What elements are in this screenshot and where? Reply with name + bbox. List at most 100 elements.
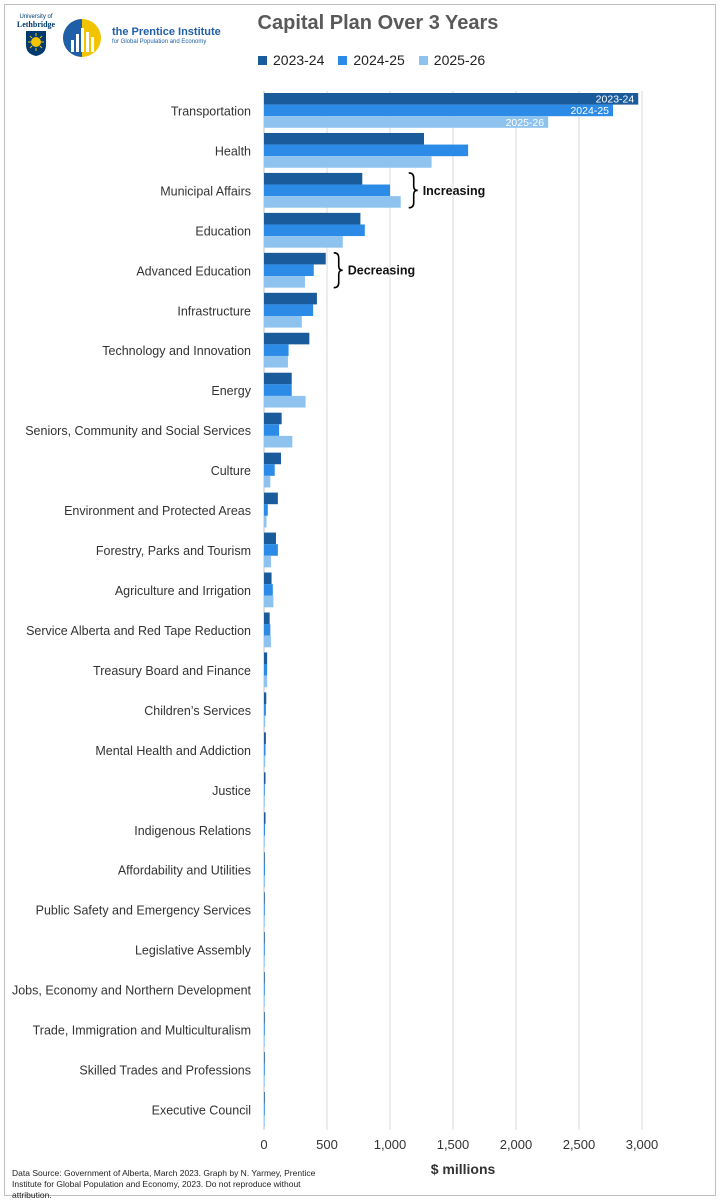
bar: [264, 983, 265, 996]
bar: [264, 892, 265, 904]
bar: [264, 715, 266, 728]
legend-item-2025-26: 2025-26: [418, 52, 486, 68]
category-label: Energy: [211, 384, 251, 398]
bar: [264, 515, 267, 528]
bar: [264, 475, 271, 488]
bar: [264, 492, 278, 505]
bar: [264, 732, 266, 744]
annotation-label: Increasing: [423, 184, 486, 198]
bar: [264, 995, 265, 1007]
bar: [264, 783, 265, 796]
bar: [264, 1092, 265, 1104]
bar: [264, 104, 614, 117]
x-tick-label: 1,000: [374, 1137, 407, 1152]
bar: [264, 212, 361, 225]
category-label: Public Safety and Emergency Services: [36, 904, 251, 918]
category-label: Legislative Assembly: [135, 944, 252, 958]
bar: [264, 595, 274, 608]
bar: [264, 1103, 265, 1116]
bar: [264, 612, 270, 625]
bar: [264, 1115, 265, 1127]
x-tick-label: 2,000: [500, 1137, 533, 1152]
bar: [264, 464, 275, 476]
bar: [264, 316, 302, 328]
category-label: Affordability and Utilities: [118, 864, 251, 878]
bar: [264, 972, 265, 984]
bar: [264, 236, 343, 248]
category-label: Mental Health and Addiction: [95, 744, 251, 758]
annotation-brace: [408, 172, 418, 209]
bar: [264, 652, 268, 665]
bar: [264, 903, 265, 916]
legend-item-2023-24: 2023-24: [258, 52, 324, 68]
bar: [264, 424, 280, 436]
bar: [264, 332, 310, 345]
category-label: Advanced Education: [136, 264, 251, 278]
prentice-name: the Prentice Institute: [112, 26, 221, 38]
category-label: Children’s Services: [144, 704, 251, 718]
category-label: Executive Council: [152, 1103, 251, 1117]
bar: [264, 823, 266, 836]
category-label: Skilled Trades and Professions: [79, 1064, 251, 1078]
bar: [264, 863, 266, 876]
bar: [264, 835, 265, 848]
bar: [264, 93, 639, 105]
bar: [264, 955, 265, 967]
category-label: Transportation: [171, 104, 251, 118]
bar: [264, 795, 265, 808]
bar: [264, 196, 401, 208]
legend-label-2025-26: 2025-26: [433, 52, 486, 68]
bar: [264, 584, 273, 596]
bar: [264, 224, 365, 237]
bar: [264, 395, 306, 408]
bar: [264, 692, 267, 704]
legend-label-2024-25: 2024-25: [353, 52, 405, 68]
category-label: Forestry, Parks and Tourism: [96, 544, 251, 558]
category-label: Education: [195, 224, 251, 238]
legend-item-2024-25: 2024-25: [338, 52, 405, 68]
category-label: Seniors, Community and Social Services: [25, 424, 251, 438]
bar: [264, 1012, 265, 1024]
category-label: Agriculture and Irrigation: [115, 584, 251, 598]
bar: [264, 544, 278, 556]
annotation-label: Decreasing: [348, 264, 415, 278]
legend-label-2023-24: 2023-24: [273, 52, 325, 68]
bar: [264, 743, 266, 756]
bar: [264, 1075, 265, 1087]
category-label: Technology and Innovation: [102, 344, 251, 358]
category-label: Environment and Protected Areas: [64, 504, 251, 518]
bar: [264, 943, 265, 956]
bar: [264, 184, 390, 197]
bar: [264, 344, 289, 356]
x-tick-label: 3,000: [626, 1137, 659, 1152]
category-label: Culture: [211, 464, 251, 478]
university-of-lethbridge-logo: University of Lethbridge: [14, 14, 58, 60]
bar: [264, 1063, 265, 1076]
prentice-subtitle: for Global Population and Economy: [112, 39, 207, 45]
bar: [264, 704, 266, 716]
bar: [264, 915, 265, 927]
legend: 2023-24 2024-25 2025-26: [258, 52, 485, 68]
chart-title: Capital Plan Over 3 Years: [257, 12, 499, 34]
bar: [264, 755, 266, 768]
bar: [264, 1035, 265, 1047]
bar: [264, 435, 293, 448]
prentice-institute-logo-icon: [63, 19, 101, 57]
x-tick-label: 500: [316, 1137, 338, 1152]
bar: [264, 276, 305, 288]
bar: [264, 532, 276, 545]
bar: [264, 372, 292, 385]
bar: [264, 292, 317, 305]
bar: [264, 675, 268, 688]
annotation-brace: [333, 252, 343, 289]
x-axis-title: $ millions: [431, 1161, 496, 1177]
bar: [264, 132, 425, 145]
bar: [264, 504, 268, 516]
bar: [264, 852, 265, 864]
bar: [264, 812, 266, 824]
category-label: Municipal Affairs: [160, 184, 251, 198]
bar: [264, 932, 265, 944]
uleth-line1: University of: [19, 14, 53, 20]
x-tick-label: 2,500: [563, 1137, 596, 1152]
